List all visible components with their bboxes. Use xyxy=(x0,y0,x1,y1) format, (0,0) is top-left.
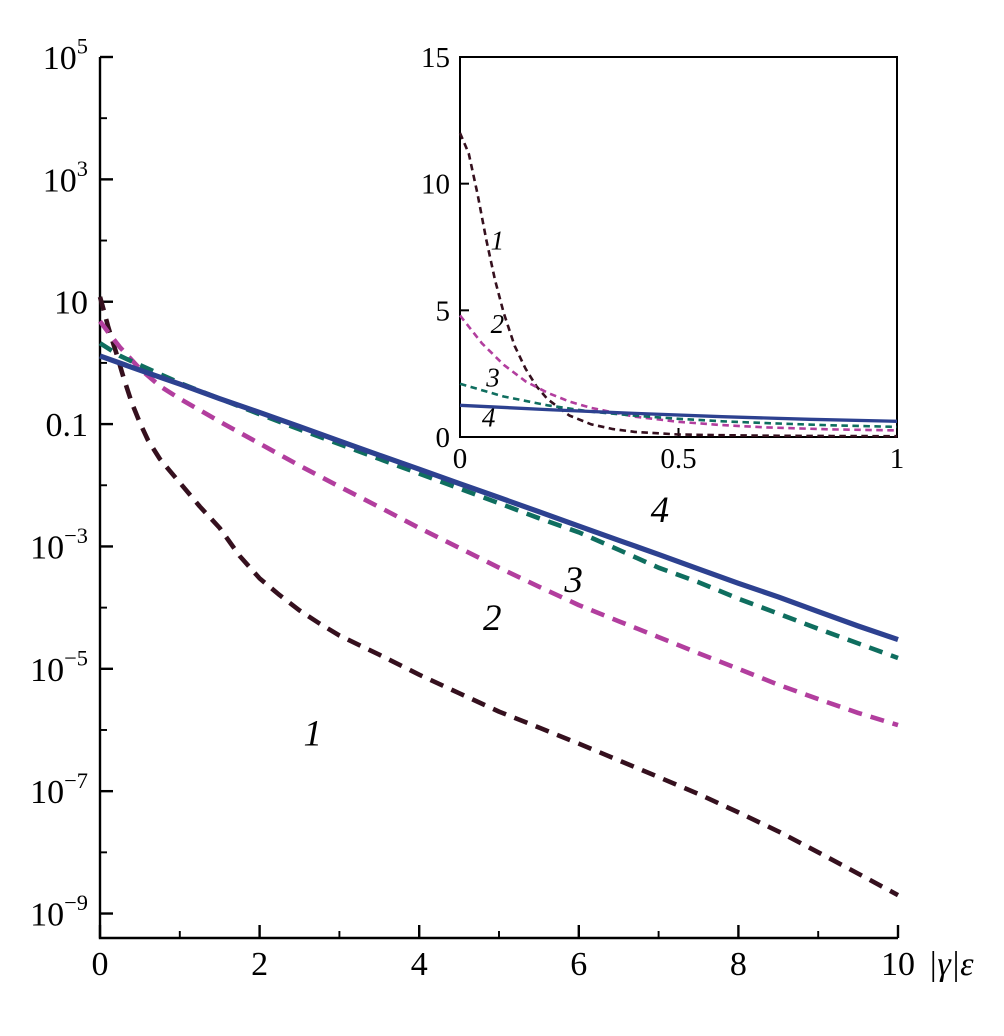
curve-label-3: 3 xyxy=(563,560,583,601)
curve-label-3: 3 xyxy=(485,362,500,392)
x-tick-label: 0.5 xyxy=(660,443,696,475)
x-tick-label: 0 xyxy=(453,443,468,475)
x-tick-label: 4 xyxy=(411,946,428,983)
x-tick-label: 6 xyxy=(570,946,587,983)
x-tick-label: 2 xyxy=(251,946,268,983)
x-tick-label: 8 xyxy=(730,946,747,983)
y-tick-label: 103 xyxy=(43,156,88,199)
y-tick-label: 0 xyxy=(436,422,451,454)
main-plot: 0 2 4 6 8 10105103100.110−310−510−710−91234|γ… xyxy=(30,34,974,983)
curve-3 xyxy=(459,382,898,429)
y-tick-label: 105 xyxy=(43,34,88,77)
curve-label-2: 2 xyxy=(483,598,502,639)
curve-4 xyxy=(459,403,898,423)
y-tick-label: 10−3 xyxy=(30,523,88,566)
curve-4 xyxy=(99,353,899,643)
x-axis-unit-label: |γ|ε xyxy=(928,946,974,983)
y-tick-label: 10 xyxy=(54,285,88,322)
curve-2 xyxy=(458,314,898,432)
curve-label-1: 1 xyxy=(491,226,505,256)
x-tick-label: 1 xyxy=(890,443,905,475)
y-tick-label: 10 xyxy=(421,169,450,201)
y-tick-label: 10−9 xyxy=(30,890,88,933)
y-tick-label: 5 xyxy=(436,295,451,327)
y-tick-label: 0.1 xyxy=(46,407,89,444)
x-tick-label: 0 xyxy=(92,946,109,983)
curve-label-2: 2 xyxy=(491,309,505,339)
curve-1 xyxy=(458,132,898,438)
curve-2 xyxy=(98,319,899,728)
y-tick-label: 10−5 xyxy=(30,646,88,689)
curve-label-1: 1 xyxy=(303,713,322,754)
curve-label-4: 4 xyxy=(651,490,670,531)
curve-1 xyxy=(97,296,900,898)
y-tick-label: 10−7 xyxy=(30,768,88,811)
curve-label-4: 4 xyxy=(482,402,496,432)
y-tick-label: 15 xyxy=(421,42,450,74)
x-tick-label: 10 xyxy=(881,946,915,983)
